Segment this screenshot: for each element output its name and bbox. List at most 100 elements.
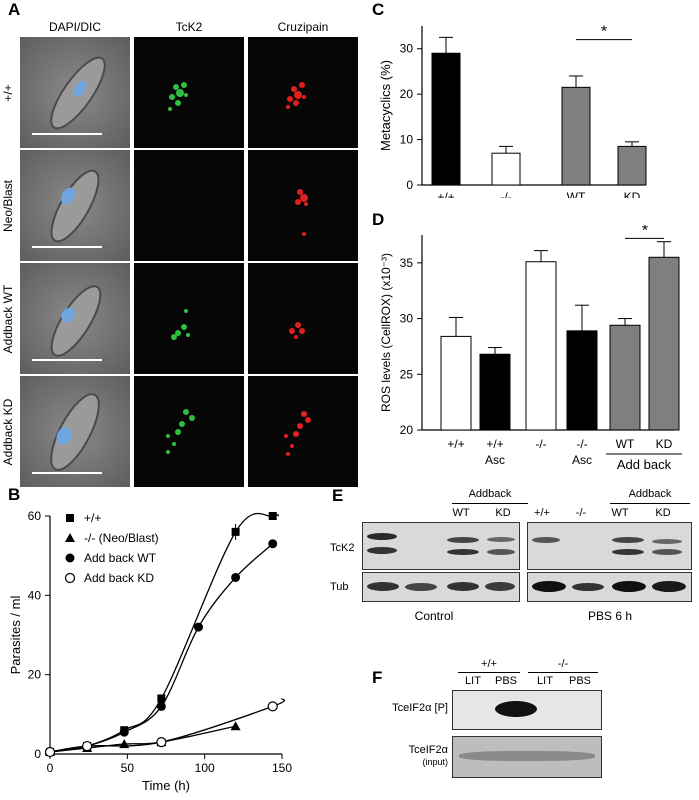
lane-label-lit: LIT <box>465 675 481 687</box>
micrograph-cruzipain-neo-blast <box>248 150 358 261</box>
addback-bracket-pbs <box>610 503 690 504</box>
category-sublabel: Asc <box>485 453 505 467</box>
y-tick-label: 25 <box>400 367 414 381</box>
bar <box>431 52 461 186</box>
legend-marker-triangle <box>65 533 75 542</box>
row-label-neo-blast: Neo/Blast <box>1 179 15 233</box>
blot-phospho-eif2a <box>452 690 602 730</box>
lane-label-lit-2: LIT <box>537 675 553 687</box>
blot-tub-control <box>362 572 520 602</box>
data-point-square <box>157 694 166 703</box>
addback-label-pbs: Addback <box>628 488 672 500</box>
category-label: +/+ <box>486 437 503 451</box>
blot-tck2-control <box>362 522 520 570</box>
lane-label-kd-2: KD <box>655 507 671 519</box>
category-label: +/+ <box>447 437 464 451</box>
lane-label-wt-2: WT <box>611 507 629 519</box>
scale-bar <box>32 472 102 474</box>
micrograph-tck2-neo-blast <box>134 150 244 261</box>
legend-marker-circle <box>65 553 75 563</box>
blot-tub-pbs <box>527 572 692 602</box>
y-tick-label: 0 <box>406 178 413 192</box>
group-label-ko: -/- <box>557 658 569 670</box>
blot-input-eif2a <box>452 736 602 778</box>
data-point-open-circle <box>156 737 167 748</box>
panel-d-label: D <box>372 210 385 229</box>
micrograph-dic-wt <box>20 37 130 148</box>
lane-label-pp: +/+ <box>534 507 550 519</box>
bar <box>648 256 680 431</box>
row-label-addback-wt: Addback WT <box>1 284 15 354</box>
row-label-input: TceIF2α <box>408 744 448 756</box>
scale-bar <box>32 133 102 135</box>
lane-label-wt: WT <box>452 507 470 519</box>
panel-b-label: B <box>8 485 21 504</box>
bar <box>617 145 647 186</box>
x-tick-label: 100 <box>195 761 215 775</box>
y-tick-label: 40 <box>28 588 42 602</box>
category-label: WT <box>567 190 586 198</box>
y-tick-label: 20 <box>400 423 414 437</box>
lane-label-kd: KD <box>495 507 511 519</box>
row-label-tck2: TcK2 <box>330 542 355 554</box>
y-axis-label: ROS levels (CellROX) (x10⁻³) <box>379 253 393 412</box>
group-bracket-ko <box>528 672 598 673</box>
legend-entry: Add back KD <box>84 571 154 585</box>
micrograph-dic-neo-blast <box>20 150 130 261</box>
row-label-wt: +/+ <box>1 84 15 102</box>
data-point-circle <box>156 701 166 711</box>
micrograph-tck2-addback-kd <box>134 376 244 487</box>
blot-tck2-pbs <box>527 522 692 570</box>
y-tick-label: 20 <box>28 668 42 682</box>
bar <box>440 335 472 431</box>
condition-control: Control <box>414 609 454 623</box>
bar <box>561 86 591 186</box>
panel-c-label: C <box>372 0 385 19</box>
group-bracket-wt <box>458 672 520 673</box>
bar <box>491 152 521 186</box>
panel-f-label: F <box>372 668 383 687</box>
category-label: KD <box>656 437 673 451</box>
y-tick-label: 35 <box>400 256 414 270</box>
y-tick-label: 0 <box>34 747 41 761</box>
y-tick-label: 10 <box>400 133 414 147</box>
lane-label-pbs: PBS <box>494 675 517 687</box>
y-tick-label: 20 <box>400 87 414 101</box>
significance-star: * <box>642 225 648 239</box>
row-label-addback-kd: Addback KD <box>1 398 15 466</box>
lane-label-mm: -/- <box>575 507 587 519</box>
data-point-square <box>268 512 277 520</box>
micrograph-cruzipain-addback-wt <box>248 263 358 374</box>
legend-marker-open-circle <box>64 572 76 584</box>
significance-star: * <box>601 24 607 41</box>
legend-entry: -/- (Neo/Blast) <box>84 531 159 545</box>
scale-bar <box>32 246 102 248</box>
row-label-input-sub: (input) <box>422 757 448 767</box>
x-axis-label: Time (h) <box>142 778 190 793</box>
category-label: WT <box>616 437 635 451</box>
group-label-wt: +/+ <box>481 658 497 670</box>
data-point-triangle <box>230 721 241 731</box>
micrograph-cruzipain-wt <box>248 37 358 148</box>
micrograph-tck2-addback-wt <box>134 263 244 374</box>
category-label: +/+ <box>437 190 454 198</box>
data-point-open-circle <box>82 740 93 752</box>
scale-bar <box>32 359 102 361</box>
panel-e-label: E <box>332 486 344 505</box>
bar <box>566 330 598 431</box>
data-point-circle <box>119 727 129 737</box>
data-point-open-circle <box>44 746 56 758</box>
addback-bracket-control <box>452 503 528 504</box>
x-tick-label: 50 <box>121 761 135 775</box>
bar <box>609 324 641 431</box>
micrograph-dic-addback-wt <box>20 263 130 374</box>
data-point-open-circle <box>267 701 278 712</box>
micrograph-tck2-wt <box>134 37 244 148</box>
category-label: -/- <box>576 437 587 451</box>
row-label-tub: Tub <box>330 581 349 593</box>
x-tick-label: 150 <box>272 761 292 775</box>
data-point-circle <box>231 572 241 582</box>
bar <box>479 353 511 431</box>
bar <box>525 261 557 431</box>
micrograph-cruzipain-addback-kd <box>248 376 358 487</box>
